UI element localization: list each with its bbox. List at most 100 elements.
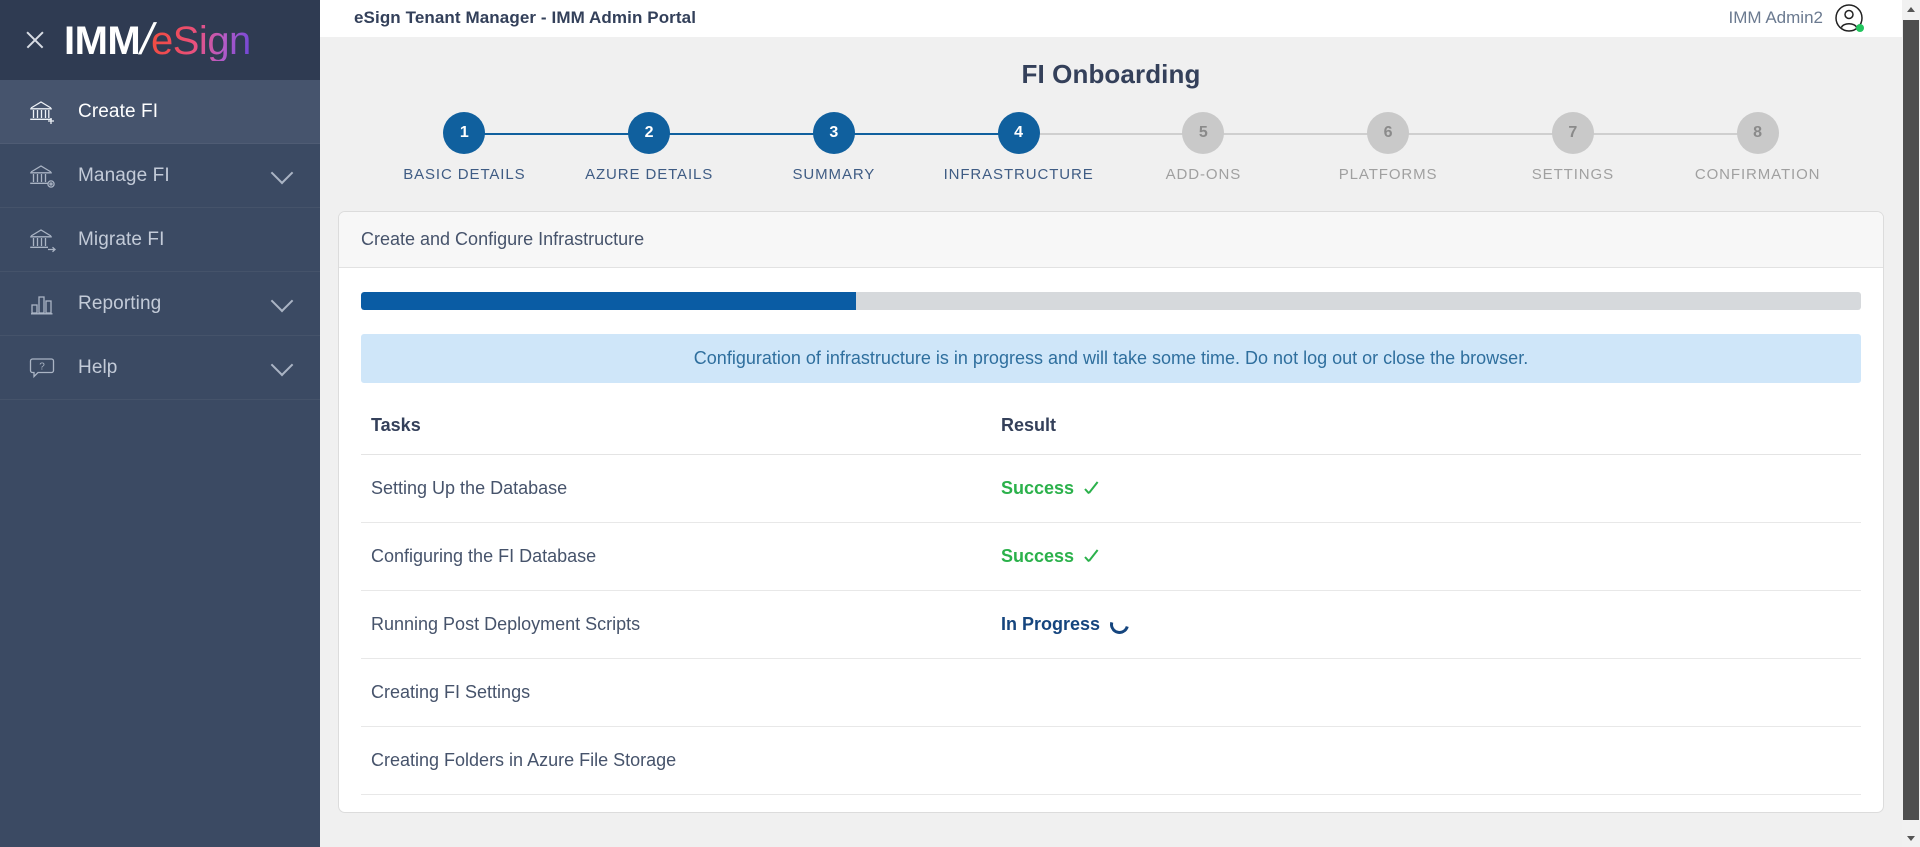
- step-bullet[interactable]: 6: [1367, 112, 1410, 154]
- topbar-user-area: IMM Admin2: [1729, 3, 1864, 33]
- result-in-progress: In Progress: [1001, 611, 1133, 638]
- sidebar-item-label: Create FI: [78, 100, 159, 122]
- step-platforms[interactable]: 6 PLATFORMS: [1295, 112, 1481, 183]
- step-bullet[interactable]: 8: [1736, 112, 1779, 154]
- task-result: [991, 726, 1861, 795]
- page-title: FI Onboarding: [1021, 59, 1201, 89]
- step-basic-details[interactable]: 1 BASIC DETAILS: [372, 112, 557, 183]
- step-bullet[interactable]: 3: [812, 112, 855, 154]
- table-row: Scheduling Jobs: [361, 794, 1861, 812]
- info-banner: Configuration of infrastructure is in pr…: [361, 334, 1861, 383]
- check-icon: [1084, 549, 1100, 565]
- sidebar: IMM / eSign Create FI: [0, 0, 320, 847]
- table-row: Setting Up the Database Success: [361, 454, 1861, 523]
- table-header-row: Tasks Result: [361, 405, 1861, 455]
- online-status-dot: [1856, 24, 1864, 32]
- sidebar-header: IMM / eSign: [0, 0, 320, 80]
- main-area: eSign Tenant Manager - IMM Admin Portal …: [320, 0, 1920, 847]
- tasks-table: Tasks Result Setting Up the Database Suc…: [361, 405, 1861, 812]
- step-settings[interactable]: 7 SETTINGS: [1480, 112, 1666, 183]
- sidebar-item-manage-fi[interactable]: Manage FI: [0, 144, 320, 208]
- bank-gear-icon: [26, 161, 60, 191]
- task-name: Creating FI Settings: [361, 658, 991, 727]
- step-label: CONFIRMATION: [1694, 166, 1821, 183]
- tasks-table-body: Setting Up the Database Success Configur: [361, 454, 1861, 812]
- column-header-tasks: Tasks: [361, 405, 991, 455]
- sidebar-item-migrate-fi[interactable]: Migrate FI: [0, 208, 320, 272]
- step-label: SUMMARY: [792, 166, 876, 183]
- step-bullet[interactable]: 1: [443, 112, 486, 154]
- infrastructure-card: Create and Configure Infrastructure Conf…: [338, 211, 1884, 813]
- step-label: BASIC DETAILS: [403, 166, 526, 183]
- task-result: Success: [991, 522, 1861, 591]
- svg-text:?: ?: [39, 361, 45, 372]
- chevron-down-icon[interactable]: [270, 353, 294, 376]
- logo-imm-text: IMM: [64, 19, 141, 63]
- table-row: Configuring the FI Database Success: [361, 522, 1861, 591]
- check-icon: [1084, 481, 1100, 497]
- spinner-icon: [1106, 611, 1133, 638]
- table-row: Creating FI Settings: [361, 658, 1861, 727]
- card-header-title: Create and Configure Infrastructure: [339, 212, 1883, 268]
- table-row: Creating Folders in Azure File Storage: [361, 726, 1861, 795]
- sidebar-item-label: Manage FI: [78, 164, 170, 186]
- step-confirmation[interactable]: 8 CONFIRMATION: [1665, 112, 1850, 183]
- scroll-down-arrow-icon[interactable]: [1902, 829, 1920, 847]
- sidebar-item-reporting[interactable]: Reporting: [0, 272, 320, 336]
- task-name: Configuring the FI Database: [361, 522, 991, 591]
- progress-bar-fill: [361, 292, 856, 310]
- step-infrastructure[interactable]: 4 INFRASTRUCTURE: [926, 112, 1111, 183]
- task-result: In Progress: [991, 590, 1861, 659]
- task-name: Scheduling Jobs: [361, 794, 991, 812]
- logo-esign-text: eSign: [151, 19, 251, 63]
- column-header-result: Result: [991, 405, 1861, 455]
- chevron-down-icon[interactable]: [270, 161, 294, 184]
- result-text: Success: [1001, 478, 1075, 498]
- user-avatar-icon[interactable]: [1834, 3, 1864, 33]
- step-label: SETTINGS: [1531, 166, 1614, 183]
- page-content: FI Onboarding 1 BASIC DETAILS 2 AZURE DE…: [320, 37, 1920, 847]
- task-result: [991, 658, 1861, 727]
- app-logo: IMM / eSign: [64, 15, 251, 64]
- sidebar-item-help[interactable]: ? Help: [0, 336, 320, 400]
- task-result: Success: [991, 454, 1861, 523]
- step-bullet[interactable]: 2: [628, 112, 671, 154]
- sidebar-item-label: Help: [78, 356, 118, 378]
- bar-chart-icon: [26, 289, 60, 319]
- sidebar-item-create-fi[interactable]: Create FI: [0, 80, 320, 144]
- scroll-up-arrow-icon[interactable]: [1902, 0, 1920, 18]
- task-name: Creating Folders in Azure File Storage: [361, 726, 991, 795]
- sidebar-item-label: Migrate FI: [78, 228, 165, 250]
- progress-bar: [361, 292, 1861, 310]
- scrollbar-thumb[interactable]: [1903, 20, 1919, 820]
- step-label: INFRASTRUCTURE: [943, 166, 1094, 183]
- step-bullet[interactable]: 7: [1551, 112, 1594, 154]
- step-summary[interactable]: 3 SUMMARY: [741, 112, 927, 183]
- bank-arrow-icon: [26, 225, 60, 255]
- table-row: Running Post Deployment Scripts In Progr…: [361, 590, 1861, 659]
- chevron-down-icon[interactable]: [270, 289, 294, 312]
- task-name: Setting Up the Database: [361, 454, 991, 523]
- task-name: Running Post Deployment Scripts: [361, 590, 991, 659]
- sidebar-item-label: Reporting: [78, 292, 162, 314]
- tasks-table-head: Tasks Result: [361, 405, 1861, 455]
- user-name: IMM Admin2: [1728, 8, 1823, 27]
- task-result: [991, 794, 1861, 812]
- card-body: Configuration of infrastructure is in pr…: [339, 268, 1883, 812]
- close-icon[interactable]: [22, 27, 48, 53]
- sidebar-nav: Create FI Manage FI: [0, 80, 320, 400]
- result-success: Success: [1001, 478, 1100, 499]
- result-text: Success: [1001, 546, 1075, 566]
- onboarding-stepper: 1 BASIC DETAILS 2 AZURE DETAILS 3 SUMMAR…: [372, 112, 1850, 183]
- step-bullet[interactable]: 4: [997, 112, 1040, 154]
- step-add-ons[interactable]: 5 ADD-ONS: [1111, 112, 1296, 183]
- bank-plus-icon: [26, 97, 60, 127]
- result-text: In Progress: [1001, 614, 1101, 634]
- vertical-scrollbar[interactable]: [1902, 0, 1920, 847]
- result-success: Success: [1001, 546, 1100, 567]
- step-azure-details[interactable]: 2 AZURE DETAILS: [556, 112, 742, 183]
- step-label: AZURE DETAILS: [585, 166, 714, 183]
- step-label: ADD-ONS: [1165, 166, 1242, 183]
- step-bullet[interactable]: 5: [1182, 112, 1225, 154]
